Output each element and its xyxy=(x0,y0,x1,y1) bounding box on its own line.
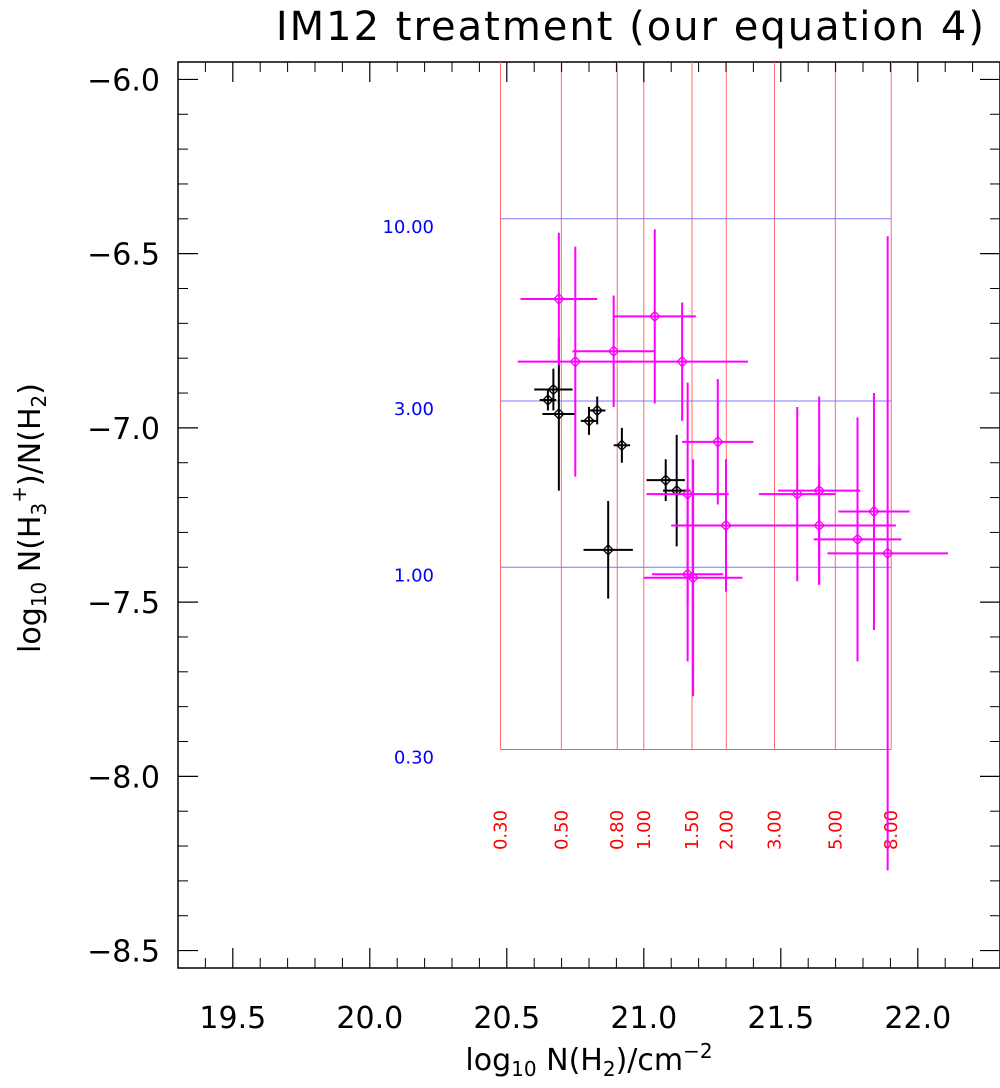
y-tick-label: −8.0 xyxy=(87,760,160,795)
black-data-point xyxy=(589,396,606,425)
diamond-marker xyxy=(720,519,732,532)
horizontal-guide-label: 3.00 xyxy=(394,399,434,420)
horizontal-guide-label: 1.00 xyxy=(394,565,434,586)
black-data-point xyxy=(583,501,633,599)
vertical-guide-label: 0.30 xyxy=(490,810,511,850)
x-tick-label: 20.0 xyxy=(336,1001,403,1036)
diamond-marker xyxy=(591,404,604,417)
diamond-marker xyxy=(547,383,560,396)
diamond-marker xyxy=(569,355,582,368)
diamond-marker xyxy=(681,568,694,581)
magenta-data-point xyxy=(652,487,724,662)
horizontal-guide-label: 10.00 xyxy=(382,217,434,238)
magenta-data-point xyxy=(517,246,633,477)
diamond-marker xyxy=(711,435,724,448)
diamond-marker xyxy=(602,543,615,556)
y-tick-label: −8.5 xyxy=(87,935,160,970)
y-tick-label: −6.0 xyxy=(87,63,160,98)
x-tick-label: 21.0 xyxy=(610,1001,677,1036)
magenta-data-point xyxy=(613,229,696,404)
diamond-marker xyxy=(552,293,565,305)
magenta-data-point xyxy=(682,379,754,505)
magenta-data-point xyxy=(643,459,743,697)
vertical-guide-label: 0.50 xyxy=(551,810,572,850)
diamond-marker xyxy=(552,408,565,420)
diamond-marker xyxy=(868,505,880,518)
diamond-marker xyxy=(648,310,661,323)
vertical-guide-label: 0.80 xyxy=(607,810,628,850)
magenta-data-point xyxy=(520,232,598,366)
magenta-data-point xyxy=(742,466,896,585)
magenta-data-point xyxy=(827,236,948,871)
vertical-guide-label: 5.00 xyxy=(825,810,846,850)
diamond-marker xyxy=(687,571,700,584)
diamond-marker xyxy=(851,533,864,546)
diamond-marker xyxy=(583,414,595,427)
y-tick-label: −7.5 xyxy=(87,586,160,621)
horizontal-guide-label: 0.30 xyxy=(394,748,434,769)
x-tick-label: 19.5 xyxy=(199,1001,266,1036)
magenta-data-point xyxy=(838,393,910,630)
plot-frame xyxy=(177,61,1000,969)
vertical-guide-label: 2.00 xyxy=(716,810,737,850)
diamond-marker xyxy=(791,488,804,501)
y-tick-label: −7.0 xyxy=(87,412,160,447)
x-tick-label: 20.5 xyxy=(473,1001,540,1036)
diamond-marker xyxy=(541,394,554,406)
x-axis-label: log10 N(H2)/cm−2 xyxy=(465,1039,712,1081)
black-data-point xyxy=(613,427,631,463)
vertical-guide-label: 1.00 xyxy=(634,810,655,850)
diamond-marker xyxy=(670,484,683,497)
diamond-marker xyxy=(676,355,689,368)
diamond-marker xyxy=(813,519,826,532)
chart-title: IM12 treatment (our equation 4) xyxy=(275,4,986,50)
x-tick-label: 21.5 xyxy=(747,1001,814,1036)
black-data-point xyxy=(534,368,573,411)
diamond-marker xyxy=(881,547,894,560)
y-tick-label: −6.5 xyxy=(87,238,160,273)
magenta-data-point xyxy=(572,295,655,407)
x-tick-label: 22.0 xyxy=(884,1001,951,1036)
vertical-guide-label: 1.50 xyxy=(682,810,703,850)
vertical-guide-label: 8.00 xyxy=(881,810,902,850)
diamond-marker xyxy=(607,345,620,358)
magenta-data-point xyxy=(758,406,836,582)
diamond-marker xyxy=(615,439,628,452)
vertical-guide-label: 3.00 xyxy=(764,810,785,850)
y-axis-label: log10 N(H3+)/N(H2) xyxy=(7,383,51,653)
black-data-point xyxy=(580,406,598,435)
diamond-marker xyxy=(659,474,672,487)
magenta-data-point xyxy=(616,302,748,421)
